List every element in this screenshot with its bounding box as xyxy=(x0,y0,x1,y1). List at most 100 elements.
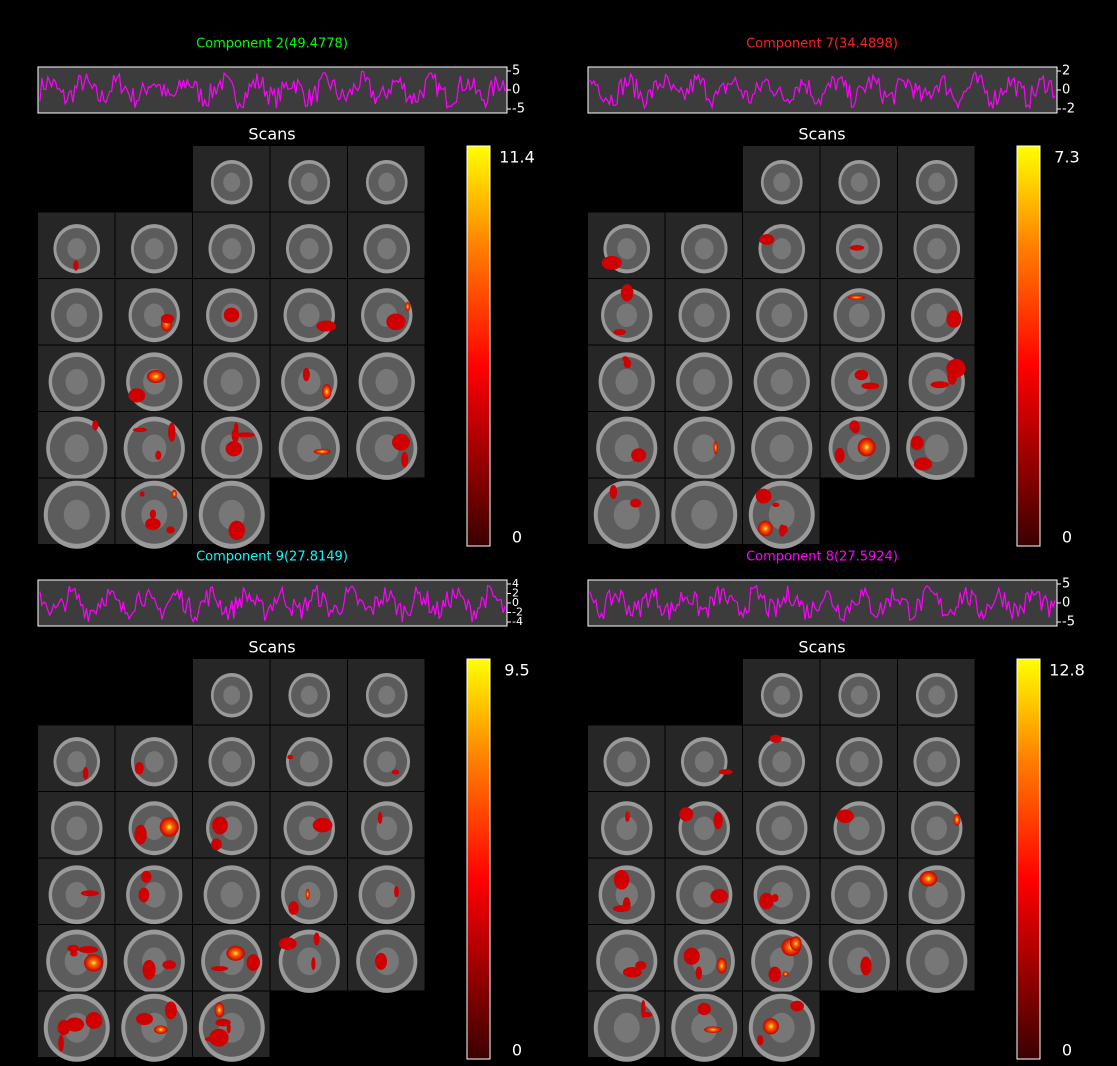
activation xyxy=(713,812,722,829)
component-title: Component 9(27.8149) xyxy=(196,550,348,565)
timecourse-tick-label: 5 xyxy=(512,64,520,79)
brain-slice xyxy=(588,479,665,549)
brain-slice xyxy=(38,859,115,925)
brain-center xyxy=(928,686,945,705)
activation xyxy=(757,1035,763,1046)
brain-slice xyxy=(821,925,898,993)
brain-slice xyxy=(666,213,743,279)
brain-center xyxy=(67,751,86,772)
activation xyxy=(679,807,693,821)
brain-slice xyxy=(348,792,425,858)
brain-slice xyxy=(116,213,193,279)
activation xyxy=(946,359,965,378)
brain-slice xyxy=(743,925,820,993)
activation xyxy=(770,735,782,743)
brain-slice xyxy=(193,792,270,858)
activation xyxy=(758,521,773,537)
brain-slice xyxy=(116,925,193,993)
brain-center xyxy=(145,751,164,772)
activation xyxy=(145,518,161,530)
activation xyxy=(783,971,789,976)
brain-center xyxy=(695,238,714,259)
brain-center xyxy=(771,369,793,395)
brain-slice xyxy=(666,925,743,993)
activation xyxy=(215,1002,225,1017)
brain-slice xyxy=(38,726,115,792)
timecourse-box xyxy=(588,67,1057,113)
activation xyxy=(849,420,859,431)
brain-slice xyxy=(271,346,348,412)
activation xyxy=(233,521,240,526)
activation xyxy=(141,871,151,883)
brain-center xyxy=(376,369,398,395)
activation xyxy=(378,812,382,824)
brain-slice xyxy=(271,792,348,858)
activation xyxy=(313,818,333,833)
brain-slice xyxy=(193,146,270,212)
activation xyxy=(81,890,99,896)
brain-slice xyxy=(743,279,820,345)
activation xyxy=(205,1037,217,1042)
activation xyxy=(768,967,781,982)
brain-center xyxy=(772,751,791,772)
brain-slice xyxy=(348,726,425,792)
activation xyxy=(287,755,293,760)
brain-center xyxy=(616,303,637,327)
colorbar xyxy=(467,146,490,546)
brain-slice xyxy=(743,213,820,279)
brain-center xyxy=(66,369,88,395)
brain-center xyxy=(926,303,947,327)
activation xyxy=(405,302,410,311)
brain-center xyxy=(223,686,240,705)
activation xyxy=(83,767,89,780)
activation xyxy=(67,945,79,952)
brain-slice xyxy=(348,659,425,725)
brain-center xyxy=(378,173,395,192)
brain-slice xyxy=(588,412,665,480)
colorbar xyxy=(467,659,490,1059)
brain-slice xyxy=(271,213,348,279)
brain-center xyxy=(377,751,396,772)
brain-slice xyxy=(898,213,975,279)
brain-center xyxy=(617,238,636,259)
timecourse-tick-label: -4 xyxy=(512,615,523,628)
activation xyxy=(303,368,310,381)
activation xyxy=(58,1020,71,1035)
brain-slice xyxy=(348,213,425,279)
brain-slice xyxy=(821,213,898,279)
brain-center xyxy=(145,238,164,259)
brain-slice xyxy=(348,859,425,925)
brain-center xyxy=(771,303,792,327)
brain-center xyxy=(221,882,243,908)
brain-slice xyxy=(271,412,348,480)
brain-slice xyxy=(898,792,975,858)
brain-center xyxy=(928,173,945,192)
activation xyxy=(719,769,733,775)
brain-slice xyxy=(666,279,743,345)
activation xyxy=(713,441,718,454)
brain-slice xyxy=(821,146,898,212)
brain-slice xyxy=(821,412,898,480)
activation xyxy=(392,770,399,775)
component-title: Component 8(27.5924) xyxy=(746,550,898,565)
brain-slice xyxy=(898,726,975,792)
brain-slice xyxy=(743,726,820,792)
colorbar-max-label: 11.4 xyxy=(499,148,535,167)
brain-center xyxy=(300,238,319,259)
brain-center xyxy=(614,1013,640,1043)
brain-slice xyxy=(898,346,975,412)
colorbar-min-label: 0 xyxy=(1062,1041,1072,1060)
colorbar-max-label: 12.8 xyxy=(1049,661,1085,680)
activation xyxy=(155,451,161,460)
brain-center xyxy=(927,238,946,259)
brain-slice xyxy=(666,792,743,858)
activation xyxy=(314,933,320,946)
activation xyxy=(717,958,727,974)
activation xyxy=(306,889,310,900)
brain-center xyxy=(771,816,792,840)
brain-slice xyxy=(666,346,743,412)
brain-slice xyxy=(193,346,270,412)
activation xyxy=(756,489,772,504)
brain-center xyxy=(773,173,790,192)
brain-center xyxy=(848,882,870,908)
